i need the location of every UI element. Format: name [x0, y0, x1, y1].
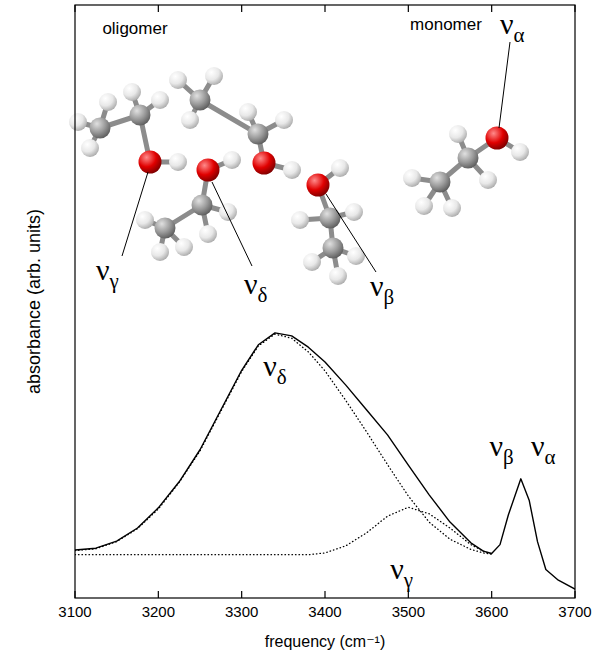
- atom: [275, 111, 293, 129]
- x-tick: [158, 5, 159, 12]
- band-label: νδ: [263, 349, 287, 389]
- atom: [486, 127, 509, 150]
- atom: [190, 90, 211, 111]
- atom: [248, 124, 269, 145]
- atom: [283, 161, 301, 179]
- atom: [291, 211, 309, 229]
- x-tick: [158, 591, 159, 598]
- chart: oligomermonomerνγνδνβνα31003200330034003…: [0, 0, 598, 657]
- molecule: [69, 83, 187, 174]
- atom: [511, 143, 529, 161]
- atom: [199, 225, 217, 243]
- x-tick-label: 3100: [58, 603, 91, 620]
- atom: [192, 195, 213, 216]
- leader-line: [212, 182, 252, 266]
- site-label: νβ: [370, 269, 394, 309]
- atom: [479, 171, 497, 189]
- band-label: να: [531, 429, 556, 469]
- atom: [139, 151, 162, 174]
- atom: [90, 118, 111, 139]
- x-tick-label: 3200: [142, 603, 175, 620]
- molecule: [136, 151, 241, 261]
- atom: [415, 197, 433, 215]
- site-label: νδ: [244, 267, 268, 307]
- band-label: νγ: [390, 552, 413, 592]
- atom: [331, 159, 349, 177]
- x-tick: [74, 5, 75, 12]
- atom: [223, 151, 241, 169]
- band-label: νβ: [490, 429, 514, 469]
- spectrum-line: [75, 333, 575, 589]
- atom: [151, 91, 169, 109]
- atom: [197, 159, 220, 182]
- atom: [443, 199, 461, 217]
- x-tick-label: 3300: [225, 603, 258, 620]
- leader-line: [122, 172, 148, 256]
- x-tick-label: 3700: [558, 603, 591, 620]
- atom: [81, 139, 99, 157]
- x-tick: [74, 591, 75, 598]
- atom: [347, 247, 365, 265]
- x-tick-label: 3500: [392, 603, 425, 620]
- atom: [449, 125, 467, 143]
- atom: [320, 208, 341, 229]
- x-tick: [241, 591, 242, 598]
- spectrum-line: [75, 334, 492, 554]
- x-tick: [241, 5, 242, 12]
- x-tick: [574, 591, 575, 598]
- atom: [205, 67, 223, 85]
- atom: [329, 267, 347, 285]
- atom: [169, 71, 187, 89]
- atom: [345, 203, 363, 221]
- caption: oligomer: [102, 19, 168, 38]
- x-tick: [491, 5, 492, 12]
- atom: [403, 169, 421, 187]
- x-tick-label: 3400: [308, 603, 341, 620]
- series-group: [75, 333, 575, 589]
- site-label: νγ: [96, 253, 119, 293]
- atom: [239, 103, 257, 121]
- chart-root: oligomermonomerνγνδνβνα31003200330034003…: [0, 0, 598, 657]
- molecule-illustration: oligomer monomer νγ νδ νβ να: [69, 7, 529, 309]
- x-tick: [408, 591, 409, 598]
- atom: [155, 218, 176, 239]
- atom: [99, 93, 117, 111]
- atom: [130, 105, 151, 126]
- atom: [303, 253, 321, 271]
- annotations: νδ νγ νβνα: [263, 349, 555, 592]
- caption: monomer: [410, 15, 482, 34]
- x-axis-title: frequency (cm⁻¹): [265, 633, 385, 650]
- atom: [181, 111, 199, 129]
- plot-frame: [75, 5, 575, 598]
- atom: [69, 113, 87, 131]
- x-tick: [574, 5, 575, 12]
- spectrum-line: [75, 507, 492, 554]
- atom: [136, 211, 154, 229]
- atom: [219, 203, 237, 221]
- y-axis-title: absorbance (arb. units): [24, 209, 44, 394]
- x-tick: [491, 591, 492, 598]
- x-tick: [324, 5, 325, 12]
- atom: [430, 172, 451, 193]
- molecule: [291, 159, 365, 285]
- atom: [175, 238, 193, 256]
- x-tick: [408, 5, 409, 12]
- atom: [253, 152, 276, 175]
- atom: [169, 153, 187, 171]
- atom: [307, 174, 330, 197]
- atom: [458, 148, 479, 169]
- leader-line: [326, 194, 376, 272]
- molecule: [403, 125, 529, 217]
- atom: [323, 238, 344, 259]
- leader-line: [499, 42, 510, 128]
- x-tick-label: 3600: [475, 603, 508, 620]
- molecule: [169, 67, 301, 179]
- atom: [151, 243, 169, 261]
- atom: [123, 83, 141, 101]
- site-label: να: [500, 7, 525, 47]
- x-axis: 3100 3200 3300 3400 3500 3600 3700: [58, 5, 591, 620]
- x-tick: [324, 591, 325, 598]
